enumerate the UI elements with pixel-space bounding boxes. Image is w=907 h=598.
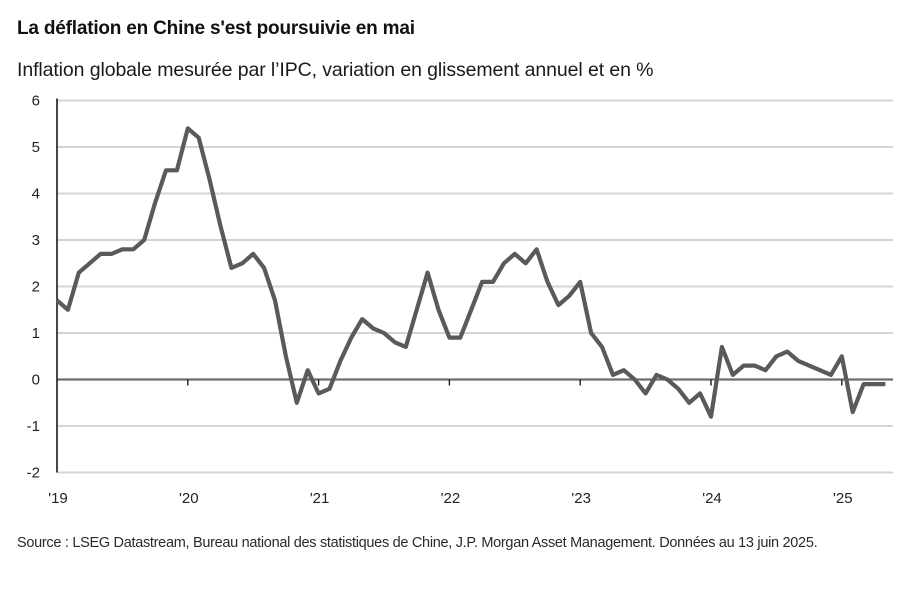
x-tick-label: '20: [179, 490, 199, 507]
x-tick-label: '25: [833, 490, 853, 507]
x-tick-label: '22: [441, 490, 461, 507]
y-tick-label: 5: [32, 139, 40, 156]
source-note: Source : LSEG Datastream, Bureau nationa…: [17, 535, 818, 551]
y-tick-label: 0: [32, 372, 40, 389]
x-tick-labels: '19 '20 '21 '22 '23 '24 '25: [48, 490, 852, 507]
series: [55, 126, 886, 419]
x-tick-label: '19: [48, 490, 68, 507]
line-chart: 6 5 4 3 2 1 0 -1 -2 '19 '20 '21 '22 '23 '24 '25: [27, 93, 893, 507]
y-tick-label: -1: [27, 418, 40, 435]
x-tick-label: '21: [310, 490, 330, 507]
series-line-cpi: [55, 126, 886, 419]
chart-title: La déflation en Chine s'est poursuivie e…: [17, 18, 415, 39]
y-tick-label: 2: [32, 279, 40, 296]
gridlines: [57, 99, 893, 474]
chart-subtitle: Inflation globale mesurée par l’IPC, var…: [17, 59, 654, 81]
axes: [56, 98, 893, 473]
x-tick-label: '23: [571, 490, 591, 507]
y-tick-label: 3: [32, 232, 40, 249]
y-tick-label: 4: [32, 186, 40, 203]
x-tick-label: '24: [702, 490, 722, 507]
y-tick-label: 1: [32, 325, 40, 342]
y-tick-labels: 6 5 4 3 2 1 0 -1 -2: [27, 93, 40, 482]
y-tick-label: 6: [32, 93, 40, 110]
y-tick-label: -2: [27, 465, 40, 482]
